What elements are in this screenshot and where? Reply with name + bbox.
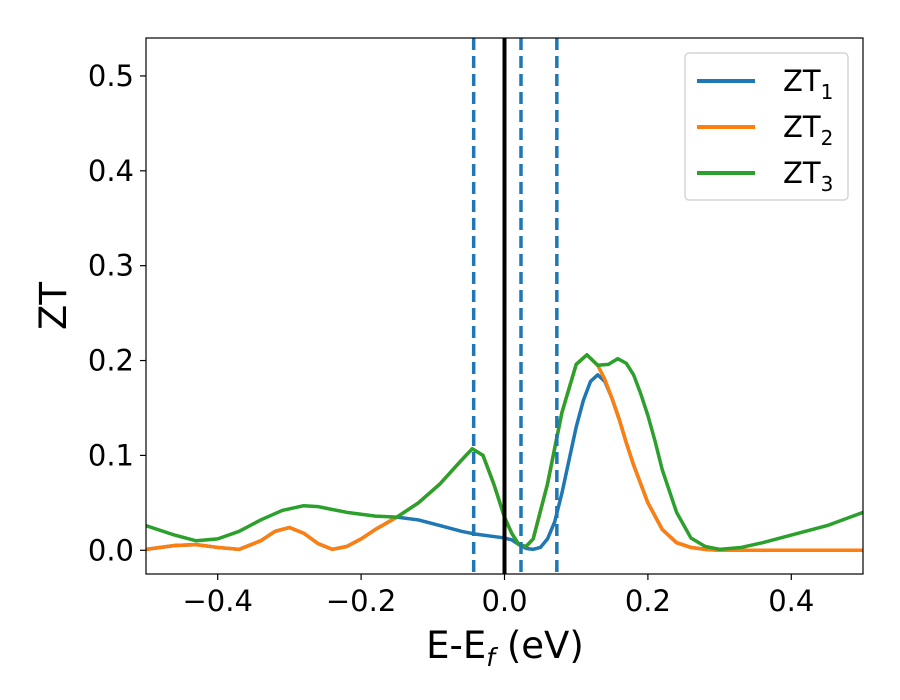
- x-tick-label: 0.0: [481, 584, 527, 618]
- y-tick-label: 0.5: [88, 59, 134, 93]
- y-tick-label: 0.2: [88, 344, 134, 378]
- x-tick-label: 0.2: [625, 584, 671, 618]
- y-tick-label: 0.3: [88, 249, 134, 283]
- x-tick-label: 0.4: [768, 584, 814, 618]
- series-line-zt3: [146, 353, 863, 552]
- legend-label-zt1: ZT1: [783, 64, 833, 104]
- legend-box: [684, 52, 849, 201]
- y-tick-label: 0.0: [88, 533, 134, 567]
- x-tick-label: −0.4: [182, 584, 252, 618]
- x-tick-label: −0.2: [326, 584, 396, 618]
- y-tick-label: 0.1: [88, 438, 134, 472]
- y-axis-label: ZT: [32, 282, 75, 330]
- legend-label-zt2: ZT2: [783, 110, 833, 150]
- legend: ZT1 ZT2 ZT3: [684, 52, 849, 201]
- legend-label-zt3: ZT3: [783, 156, 833, 196]
- y-tick-label: 0.4: [88, 154, 134, 188]
- x-axis-label: E-Ef (eV): [426, 624, 584, 672]
